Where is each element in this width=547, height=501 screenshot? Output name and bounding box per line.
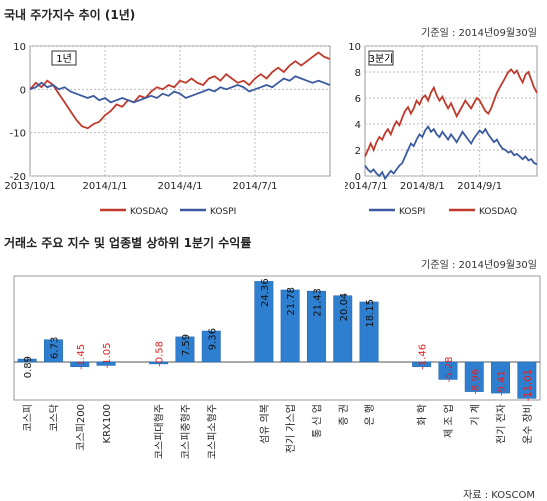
bar — [333, 295, 353, 363]
bar — [359, 301, 379, 363]
data-label: 6.73 — [50, 337, 61, 359]
bar — [70, 361, 90, 368]
category-label: 운수 장비 — [522, 404, 534, 444]
category-label: 전기 가스업 — [284, 404, 297, 453]
legend-label-kospi: KOSPI — [210, 207, 236, 217]
category-label: 제 조 업 — [442, 404, 455, 438]
category-label: 코스피소형주 — [206, 404, 218, 459]
bar — [464, 361, 484, 392]
period-box — [51, 50, 77, 66]
source-note: 자료 : KOSCOM — [463, 490, 535, 501]
bar — [280, 289, 300, 363]
bar — [306, 290, 326, 363]
page-title-index-trend: 국내 주가지수 추이 (1년) — [4, 8, 136, 22]
category-label: 증 권 — [338, 404, 350, 426]
x-tick-label: 2013/10/1 — [4, 181, 55, 192]
category-label: 코스피 — [22, 404, 34, 432]
bar — [491, 361, 511, 394]
x-tick-label: 2014/7/1 — [345, 181, 387, 192]
x-tick-label: 2014/8/1 — [400, 181, 445, 192]
category-label: 기 계 — [469, 404, 481, 426]
bar — [254, 281, 274, 363]
bar — [149, 361, 169, 365]
y-tick-label: 0 — [355, 172, 361, 183]
plot-frame — [13, 275, 541, 401]
base-date-1: 기준일 : 2014년09월30일 — [421, 28, 537, 39]
data-label: 21.43 — [312, 288, 323, 317]
series-line-kosdaq — [29, 51, 331, 130]
bar — [96, 361, 116, 366]
x-tick-label: 2014/7/1 — [233, 181, 278, 192]
data-label: -11.01 — [523, 369, 534, 401]
data-label: -1.05 — [102, 343, 113, 369]
bar — [438, 361, 458, 380]
quarterly-returns-chart: 0.89 코스피 6.73 코스닥 -1.45 코스피200 -1.05 KRX100 -0.5… — [13, 275, 541, 459]
data-label: 24.36 — [260, 278, 271, 307]
legend-label-kospi: KOSPI — [399, 207, 425, 217]
data-label: 9.36 — [207, 328, 218, 350]
data-label: -8.96 — [470, 369, 481, 395]
data-label: -0.58 — [155, 341, 166, 367]
y-tick-label: 6 — [355, 94, 361, 105]
category-label: 코스닥 — [49, 404, 61, 432]
y-tick-label: 10 — [348, 42, 361, 53]
data-label: 20.04 — [339, 293, 350, 322]
legend-label-kosdaq: KOSDAQ — [130, 207, 168, 217]
y-tick-label: 2 — [355, 146, 361, 157]
series-line-kospi — [364, 124, 538, 181]
data-label: 0.89 — [23, 356, 34, 378]
data-label: 21.78 — [286, 287, 297, 316]
bar — [43, 339, 63, 363]
bar — [517, 361, 537, 399]
category-label: KRX100 — [102, 404, 113, 443]
y-tick-label: 0 — [20, 85, 26, 96]
data-label: -9.41 — [497, 370, 508, 396]
category-label: 화 학 — [417, 404, 429, 426]
data-label: 18.15 — [365, 299, 376, 328]
base-date-2: 기준일 : 2014년09월30일 — [421, 260, 537, 271]
bar — [412, 361, 432, 368]
page-title-returns: 거래소 주요 지수 및 업종별 상하위 1분기 수익률 — [4, 236, 252, 250]
category-label: 통 신 업 — [310, 404, 323, 438]
y-tick-label: -20 — [10, 172, 26, 183]
bar — [17, 358, 37, 363]
y-tick-label: -10 — [10, 129, 26, 140]
period-box-label: 1년 — [56, 53, 72, 65]
x-tick-label: 2014/4/1 — [158, 181, 203, 192]
series-line-kosdaq — [364, 68, 538, 157]
y-tick-label: 8 — [355, 68, 361, 79]
period-box — [368, 50, 394, 66]
x-tick-label: 2014/9/1 — [457, 181, 502, 192]
category-label: 섬유 의복 — [259, 404, 271, 444]
legend-label-kosdaq: KOSDAQ — [479, 207, 517, 217]
bar — [201, 330, 221, 363]
data-label: -1.45 — [76, 344, 87, 370]
data-label: -5.28 — [444, 357, 455, 383]
data-label: 7.59 — [181, 334, 192, 356]
y-tick-label: 4 — [355, 120, 361, 131]
category-label: 은 행 — [364, 404, 376, 426]
y-tick-label: 10 — [13, 42, 26, 53]
category-label: 코스피200 — [75, 404, 87, 451]
data-label: -1.46 — [418, 344, 429, 370]
period-box-label: 3분기 — [369, 53, 394, 65]
category-label: 전기 전자 — [496, 404, 508, 444]
category-label: 코스피중형주 — [180, 404, 192, 459]
series-line-kospi — [29, 75, 331, 104]
bar — [175, 336, 195, 363]
x-tick-label: 2014/1/1 — [83, 181, 128, 192]
category-label: 코스피대형주 — [154, 404, 166, 459]
